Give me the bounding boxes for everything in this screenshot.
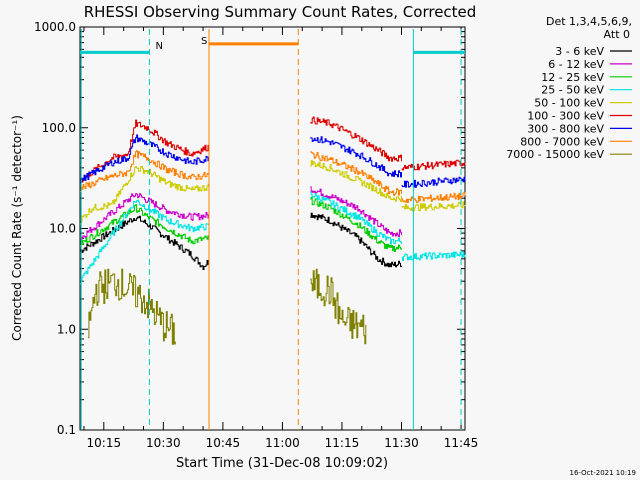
y-tick-label-1: 100.0 — [42, 121, 76, 135]
y-tick-label-4: 0.1 — [57, 423, 76, 437]
legend-label-5: 100 - 300 keV — [527, 110, 604, 123]
series-line-4-seg1 — [80, 166, 210, 225]
series-line-5-seg2 — [310, 116, 402, 162]
series-line-7-seg2 — [310, 151, 402, 196]
legend-label-0: 3 - 6 keV — [555, 45, 604, 58]
legend-label-2: 12 - 25 keV — [541, 71, 604, 84]
series-line-0-seg1 — [80, 215, 210, 270]
series-line-7-seg1 — [80, 150, 210, 192]
series-line-0-seg2 — [310, 212, 402, 268]
y-tick-label-3: 1.0 — [57, 322, 76, 336]
annotation-label-n: N — [155, 41, 162, 52]
legend-label-6: 300 - 800 keV — [527, 122, 604, 135]
series-line-4-seg2 — [310, 160, 402, 203]
series-line-3-seg2 — [310, 191, 402, 245]
x-axis-label: Start Time (31-Dec-08 10:09:02) — [176, 456, 388, 471]
series-line-1-seg1 — [80, 193, 210, 240]
series-line-5-seg1 — [80, 119, 210, 183]
legend-header-line-1: Det 1,3,4,5,6,9, — [546, 15, 632, 28]
series-line-7-seg3 — [401, 192, 466, 204]
series-line-6-seg1 — [80, 134, 210, 184]
series-line-6-seg3 — [401, 176, 466, 188]
series-line-5-seg3 — [401, 159, 466, 171]
series-line-2-seg1 — [80, 204, 210, 247]
x-tick-label-4: 11:15 — [325, 436, 360, 450]
x-tick-label-5: 11:30 — [384, 436, 419, 450]
series-line-6-seg2 — [310, 136, 402, 178]
x-tick-label-3: 11:00 — [265, 436, 300, 450]
y-axis-label: Corrected Count Rate (s⁻¹ detector⁻¹) — [10, 115, 24, 341]
series-line-1-seg2 — [310, 186, 402, 238]
annotation-label-s: S — [201, 36, 207, 47]
x-tick-label-1: 10:30 — [146, 436, 181, 450]
plot-area: 1000.0 100.0 10.0 1.0 0.1 10:15 10:30 10:45 11:0… — [34, 20, 478, 450]
x-tick-label-0: 10:15 — [87, 436, 122, 450]
series-line-8-seg1 — [87, 268, 176, 345]
x-tick-label-2: 10:45 — [206, 436, 241, 450]
y-tick-label-2: 10.0 — [49, 222, 76, 236]
series-line-4-seg3 — [401, 201, 466, 212]
chart-title: RHESSI Observing Summary Count Rates, Co… — [84, 3, 477, 21]
series-line-3-seg3 — [401, 251, 466, 261]
legend-label-7: 800 - 7000 keV — [520, 135, 604, 148]
series-line-2-seg2 — [310, 196, 402, 252]
legend-label-8: 7000 - 15000 keV — [506, 148, 604, 161]
legend-label-4: 50 - 100 keV — [534, 97, 604, 110]
series-line-8-seg2 — [310, 268, 367, 345]
x-tick-label-6: 11:45 — [444, 436, 479, 450]
legend-label-3: 25 - 50 keV — [541, 84, 604, 97]
y-tick-label-0: 1000.0 — [34, 20, 76, 34]
legend-label-1: 6 - 12 keV — [548, 58, 604, 71]
plot-frame — [79, 26, 466, 431]
generation-timestamp: 16-Oct-2021 10:19 — [570, 469, 636, 477]
series-line-3-seg1 — [80, 199, 210, 285]
legend-header-line-2: Att 0 — [604, 28, 630, 41]
